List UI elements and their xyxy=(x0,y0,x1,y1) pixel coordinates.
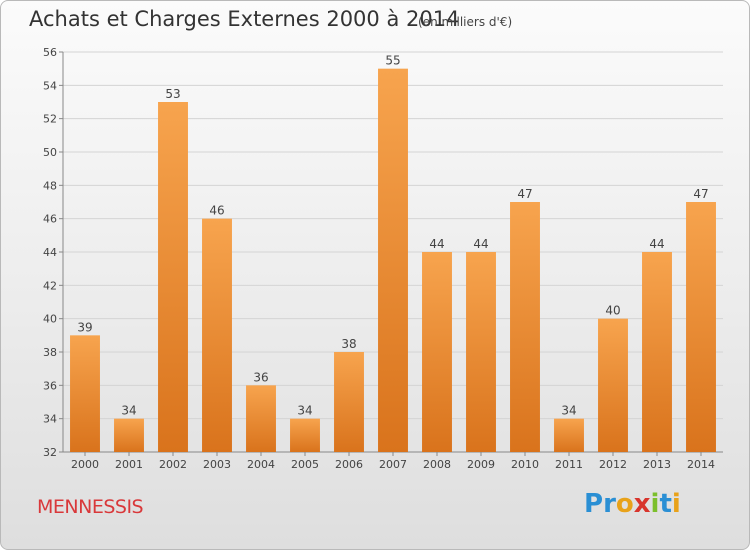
data-label: 55 xyxy=(385,54,400,68)
y-tick-label: 56 xyxy=(43,46,57,59)
x-tick-label: 2012 xyxy=(599,458,627,471)
data-label: 34 xyxy=(561,404,576,418)
data-label: 44 xyxy=(473,237,488,251)
x-tick-label: 2001 xyxy=(115,458,143,471)
x-tick-label: 2005 xyxy=(291,458,319,471)
y-tick-label: 50 xyxy=(43,146,57,159)
chart-title: Achats et Charges Externes 2000 à 2014 xyxy=(29,7,460,31)
data-label: 39 xyxy=(77,320,92,334)
logo-letter: i xyxy=(671,489,681,519)
x-tick-label: 2009 xyxy=(467,458,495,471)
x-tick-label: 2002 xyxy=(159,458,187,471)
bar xyxy=(114,418,144,452)
logo-letter: r xyxy=(603,489,616,519)
commune-name: MENNESSIS xyxy=(37,496,144,518)
data-label: 34 xyxy=(121,404,136,418)
proxiti-logo: Proxiti xyxy=(584,489,681,519)
bar xyxy=(202,218,232,452)
y-tick-label: 52 xyxy=(43,113,57,126)
data-label: 38 xyxy=(341,337,356,351)
y-tick-label: 38 xyxy=(43,346,57,359)
x-tick-label: 2000 xyxy=(71,458,99,471)
y-tick-label: 48 xyxy=(43,179,57,192)
data-label: 47 xyxy=(693,187,708,201)
x-tick-label: 2010 xyxy=(511,458,539,471)
logo-letter: P xyxy=(584,489,604,519)
bar xyxy=(422,252,452,452)
bar xyxy=(246,385,276,452)
x-tick-label: 2007 xyxy=(379,458,407,471)
y-tick-label: 34 xyxy=(43,413,57,426)
y-tick-label: 46 xyxy=(43,213,57,226)
data-label: 36 xyxy=(253,370,268,384)
logo-letter: x xyxy=(633,489,651,519)
data-label: 34 xyxy=(297,404,312,418)
data-label: 44 xyxy=(429,237,444,251)
bar xyxy=(642,252,672,452)
x-tick-label: 2011 xyxy=(555,458,583,471)
labels: 39 2000 34 2001 53 2002 46 2003 36 2004 34 2005 38 20… xyxy=(71,54,715,471)
y-tick-label: 40 xyxy=(43,313,57,326)
data-label: 47 xyxy=(517,187,532,201)
data-label: 46 xyxy=(209,204,224,218)
chart-subtitle: (en milliers d'€) xyxy=(418,15,513,29)
logo-letter: i xyxy=(650,489,660,519)
bar xyxy=(158,102,188,452)
x-tick-label: 2013 xyxy=(643,458,671,471)
x-tick-label: 2003 xyxy=(203,458,231,471)
bar xyxy=(686,202,716,452)
bar xyxy=(290,418,320,452)
y-tick-label: 42 xyxy=(43,279,57,292)
y-tick-label: 54 xyxy=(43,79,57,92)
bar xyxy=(70,335,100,452)
x-tick-label: 2014 xyxy=(687,458,715,471)
y-tick-label: 36 xyxy=(43,379,57,392)
data-label: 40 xyxy=(605,304,620,318)
logo-letter: t xyxy=(659,489,672,519)
data-label: 44 xyxy=(649,237,664,251)
x-tick-label: 2008 xyxy=(423,458,451,471)
bars xyxy=(70,68,716,453)
x-tick-label: 2004 xyxy=(247,458,275,471)
bar xyxy=(334,352,364,452)
y-tick-label: 32 xyxy=(43,446,57,459)
y-tick-label: 44 xyxy=(43,246,57,259)
x-tick-label: 2006 xyxy=(335,458,363,471)
bar xyxy=(554,418,584,452)
data-label: 53 xyxy=(165,87,180,101)
bar xyxy=(466,252,496,452)
bar xyxy=(378,68,408,453)
bar xyxy=(510,202,540,452)
logo-letter: o xyxy=(615,489,634,519)
bar xyxy=(598,318,628,452)
